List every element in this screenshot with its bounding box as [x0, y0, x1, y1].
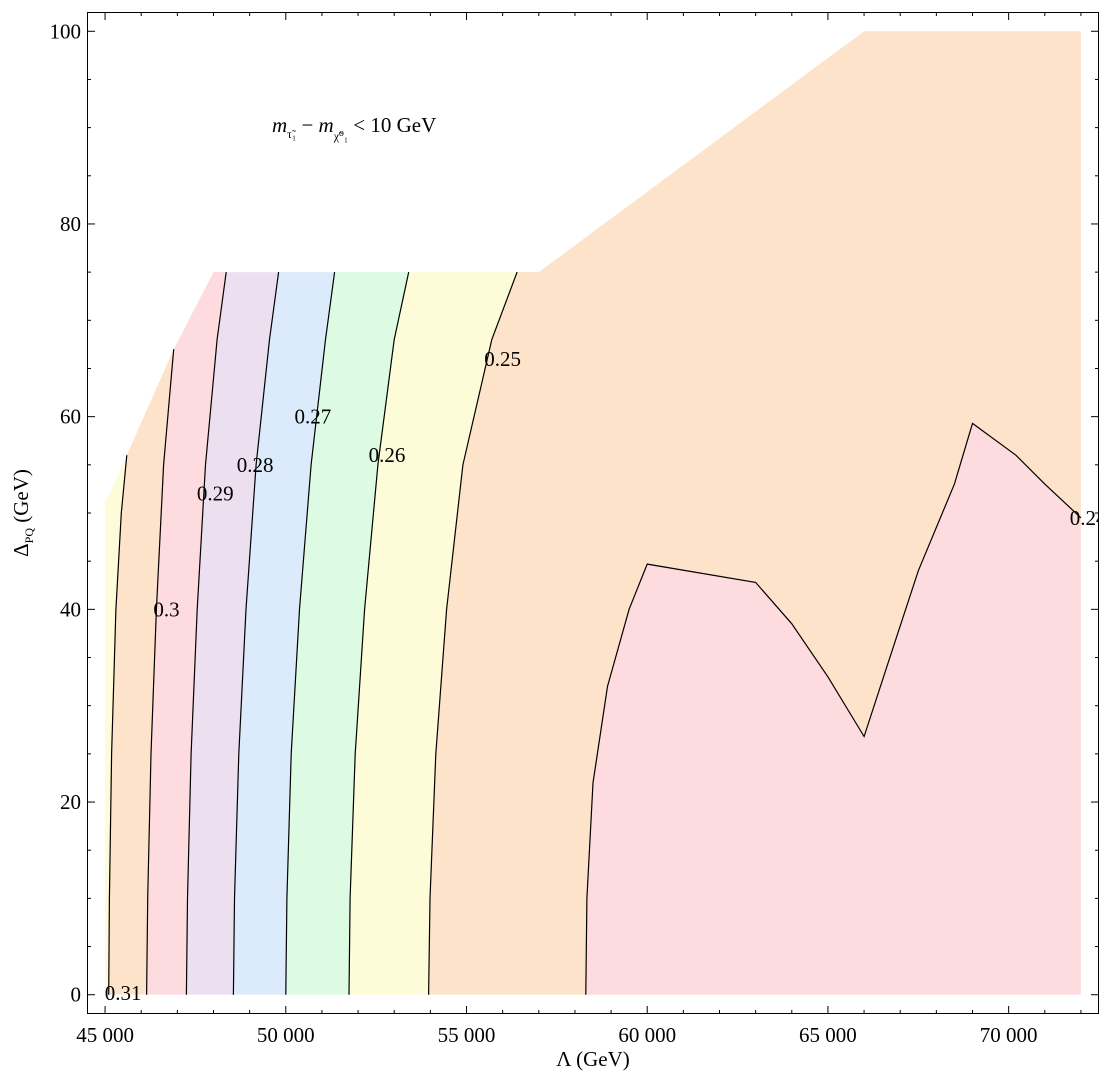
- x-axis: 45 000 50 000 55 000 60 000 65 000 70 000: [76, 12, 1082, 1047]
- contour-line: [285, 272, 336, 995]
- x-tick-label: 60 000: [618, 1023, 676, 1047]
- contour-label: 0.3: [153, 597, 179, 621]
- contour-label: 0.29: [197, 482, 234, 506]
- contour-label: 0.27: [295, 405, 332, 429]
- x-axis-title: Λ (GeV): [556, 1047, 630, 1071]
- contour-label: 0.25: [484, 347, 521, 371]
- contour-line: [185, 272, 227, 995]
- contour-line: [348, 271, 410, 995]
- annotation-m1: m: [272, 113, 287, 137]
- annotation-m2: m: [319, 113, 334, 137]
- contour-labels: 0.31 0.3 0.290.28 0.27 0.26 0.25 0.24: [105, 347, 1099, 1005]
- annotation-rest: < 10 GeV: [348, 113, 436, 137]
- y-axis-title-main: Δ: [9, 543, 33, 557]
- x-tick-label: 50 000: [257, 1023, 315, 1047]
- contour-line: [232, 272, 280, 995]
- region-island: [585, 423, 1081, 995]
- x-tick-label: 65 000: [799, 1023, 857, 1047]
- y-tick-label: 60: [60, 405, 81, 429]
- contour-lines: [108, 271, 1082, 995]
- contour-line: [146, 349, 175, 995]
- contour-line: [585, 422, 1082, 995]
- y-tick-label: 20: [60, 790, 81, 814]
- contour-label: 0.28: [237, 453, 274, 477]
- y-axis-title-unit: (GeV): [9, 469, 33, 528]
- contour-label: 0.31: [105, 981, 142, 1005]
- y-axis: 0 20 40 60 80 100: [50, 19, 1099, 1007]
- y-tick-label: 40: [60, 597, 81, 621]
- annotation-sub1: τ̃₁: [287, 127, 296, 141]
- x-tick-label: 45 000: [76, 1023, 134, 1047]
- y-tick-label: 80: [60, 212, 81, 236]
- contour-line: [428, 271, 518, 995]
- contour-label: 0.26: [369, 443, 406, 467]
- y-tick-label: 100: [50, 19, 82, 43]
- contour-label: 0.24: [1070, 506, 1099, 530]
- x-tick-label: 70 000: [980, 1023, 1038, 1047]
- annotation-sub2: χ̃⁰₁: [333, 129, 348, 143]
- shaded-regions: [105, 31, 1081, 995]
- y-axis-title: ΔPQ (GeV): [9, 469, 36, 557]
- x-tick-label: 55 000: [438, 1023, 496, 1047]
- y-axis-title-sub: PQ: [22, 528, 36, 544]
- y-tick-label: 0: [71, 983, 82, 1007]
- contour-line: [108, 455, 128, 995]
- annotation-minus: −: [296, 113, 318, 137]
- mass-difference-annotation: mτ̃₁ − mχ̃⁰₁ < 10 GeV: [272, 113, 436, 143]
